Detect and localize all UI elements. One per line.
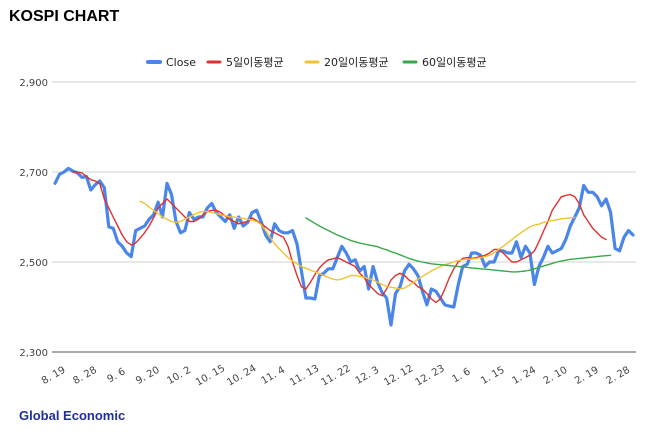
- x-tick-label: 10. 2: [165, 365, 193, 387]
- x-tick-label: 9. 6: [105, 366, 127, 385]
- x-tick-label: 9. 20: [134, 365, 162, 387]
- x-tick-label: 1. 24: [510, 365, 538, 387]
- x-tick-label: 10. 24: [225, 363, 258, 388]
- x-tick-label: 2. 28: [605, 365, 633, 387]
- x-tick-label: 2. 19: [573, 365, 601, 387]
- x-tick-label: 11. 22: [320, 363, 353, 388]
- x-tick-label: 1. 6: [450, 366, 472, 385]
- series-line-ma1: [72, 171, 607, 304]
- y-tick-label: 2,700: [19, 168, 48, 179]
- y-tick-label: 2,300: [19, 348, 48, 359]
- legend-label: 5일이동평균: [226, 55, 284, 69]
- x-tick-label: 10. 15: [194, 363, 227, 388]
- x-tick-label: 12. 3: [354, 365, 382, 387]
- x-tick-label: 1. 15: [479, 365, 507, 387]
- x-tick-label: 11. 13: [288, 363, 321, 388]
- legend-label: Close: [166, 56, 196, 69]
- legend: Close 5일이동평균 20일이동평균 60일이동평균: [146, 55, 487, 69]
- grid-lines: [52, 81, 636, 353]
- series-lines: [53, 166, 635, 327]
- x-tick-label: 8. 19: [40, 365, 68, 387]
- source-label: Global Economic: [19, 408, 126, 423]
- x-tick-label: 11. 4: [260, 365, 288, 387]
- legend-label: 20일이동평균: [324, 55, 389, 69]
- y-tick-label: 2,900: [19, 78, 48, 89]
- x-tick-label: 12. 23: [414, 363, 447, 388]
- y-axis-ticks: 2,300 2,500 2,700 2,900: [19, 78, 48, 359]
- series-line-close: [53, 166, 635, 327]
- y-tick-label: 2,500: [19, 258, 48, 269]
- x-tick-label: 12. 12: [382, 363, 415, 388]
- series-line-ma2: [139, 200, 576, 290]
- series-line-ma3: [305, 217, 612, 273]
- legend-label: 60일이동평균: [422, 55, 487, 69]
- x-tick-label: 8. 28: [71, 365, 99, 387]
- x-tick-label: 2. 10: [542, 365, 570, 387]
- chart-title: KOSPI CHART: [9, 8, 120, 25]
